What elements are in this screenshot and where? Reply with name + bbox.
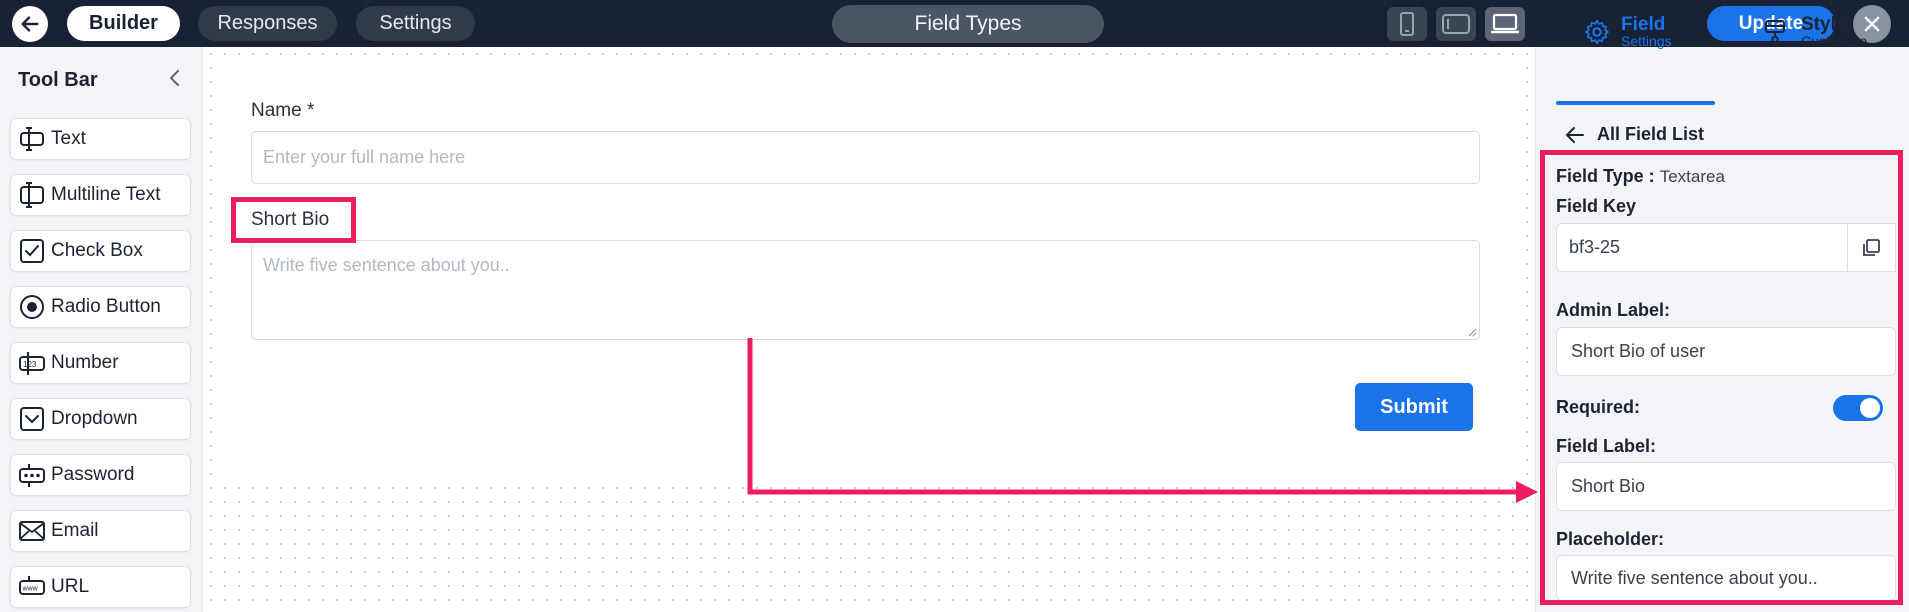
- tab-field-settings[interactable]: Field Settings: [1583, 10, 1672, 54]
- radio-button-icon: [15, 287, 49, 327]
- all-field-list-label: All Field List: [1597, 124, 1705, 144]
- close-icon: [1864, 16, 1880, 32]
- paint-brush-icon: [1765, 20, 1785, 45]
- email-icon: [15, 511, 49, 551]
- tool-item-label: Text: [51, 128, 86, 149]
- device-phone-button[interactable]: [1387, 7, 1427, 41]
- tool-item-label: Dropdown: [51, 408, 138, 429]
- tool-item-label: Radio Button: [51, 296, 161, 317]
- tab-settings[interactable]: Settings: [356, 6, 475, 41]
- all-field-list-link[interactable]: All Field List: [1565, 124, 1704, 145]
- tool-item-url[interactable]: www URL: [10, 566, 191, 608]
- field-type-value: Textarea: [1659, 167, 1725, 186]
- device-desktop-button[interactable]: [1485, 7, 1525, 41]
- arrow-left-icon: [1566, 126, 1584, 143]
- tool-item-radio-button[interactable]: Radio Button: [10, 286, 191, 328]
- checkbox-icon: [15, 231, 49, 271]
- submit-button[interactable]: Submit: [1355, 383, 1473, 431]
- tool-item-multiline-text[interactable]: Multiline Text: [10, 174, 191, 216]
- tool-item-check-box[interactable]: Check Box: [10, 230, 191, 272]
- tool-item-label: Multiline Text: [51, 184, 161, 205]
- admin-label-input[interactable]: Short Bio of user: [1556, 327, 1896, 376]
- password-icon: [15, 455, 49, 495]
- tool-item-label: Check Box: [51, 240, 143, 261]
- field-label-input[interactable]: Short Bio: [1556, 462, 1896, 511]
- field-key-input[interactable]: bf3-25: [1556, 223, 1896, 272]
- tool-item-label: Password: [51, 464, 135, 485]
- field-type-label: Field Type :: [1556, 166, 1655, 186]
- field-label-label: Field Label:: [1556, 436, 1657, 456]
- copy-icon: [1862, 238, 1880, 256]
- url-icon: www: [15, 567, 49, 607]
- tool-item-dropdown[interactable]: Dropdown: [10, 398, 191, 440]
- tool-item-email[interactable]: Email: [10, 510, 191, 552]
- copy-field-key-button[interactable]: [1847, 224, 1893, 271]
- required-toggle[interactable]: [1833, 395, 1883, 421]
- svg-text:123: 123: [23, 360, 37, 369]
- desktop-icon: [1491, 13, 1519, 34]
- gear-icon: [1584, 19, 1609, 45]
- tool-item-text[interactable]: Text: [10, 118, 191, 160]
- phone-icon: [1400, 12, 1414, 36]
- device-tablet-button[interactable]: [1436, 7, 1476, 41]
- short-bio-field-label[interactable]: Short Bio: [251, 209, 330, 230]
- svg-text:www: www: [22, 586, 39, 593]
- tool-item-password[interactable]: Password: [10, 454, 191, 496]
- short-bio-textarea[interactable]: Write five sentence about you..: [251, 240, 1480, 340]
- text-field-icon: [15, 119, 49, 159]
- name-field-label[interactable]: Name *: [251, 100, 315, 121]
- tool-item-label: Number: [51, 352, 119, 373]
- tool-item-label: URL: [51, 576, 90, 597]
- tab-style-title: Style: [1801, 14, 1847, 35]
- resize-grip-icon[interactable]: [1467, 327, 1477, 337]
- required-label: Required:: [1556, 397, 1641, 417]
- tool-item-label: Email: [51, 520, 99, 541]
- tool-item-number[interactable]: 123 Number: [10, 342, 191, 384]
- tab-style-customize[interactable]: Style Customize: [1763, 10, 1867, 54]
- tab-builder[interactable]: Builder: [67, 6, 180, 41]
- field-types-title[interactable]: Field Types: [832, 5, 1104, 43]
- name-input[interactable]: Enter your full name here: [251, 131, 1480, 184]
- toolbar-panel: Tool Bar Text Multiline Text Check Box R…: [0, 47, 203, 612]
- tablet-icon: [1442, 14, 1470, 34]
- collapse-toolbar-button[interactable]: [168, 69, 182, 92]
- tab-field-title: Field: [1621, 14, 1666, 35]
- back-button[interactable]: [12, 6, 48, 42]
- admin-label-label: Admin Label:: [1556, 300, 1671, 320]
- arrow-left-icon: [21, 16, 39, 32]
- highlight-settings-panel: [1540, 150, 1903, 605]
- active-tab-indicator: [1556, 101, 1715, 105]
- close-button[interactable]: [1853, 5, 1891, 43]
- tab-field-subtitle: Settings: [1621, 33, 1672, 49]
- chevron-left-icon: [170, 70, 179, 86]
- highlight-short-bio-label: [231, 197, 356, 243]
- number-icon: 123: [15, 343, 49, 383]
- placeholder-input[interactable]: Write five sentence about you..: [1556, 555, 1896, 601]
- field-type-row: Field Type : Textarea: [1556, 166, 1725, 187]
- short-bio-placeholder: Write five sentence about you..: [263, 255, 510, 275]
- field-key-label: Field Key: [1556, 196, 1637, 216]
- placeholder-label: Placeholder:: [1556, 529, 1665, 549]
- multiline-text-icon: [15, 175, 49, 215]
- tab-style-subtitle: Customize: [1801, 33, 1868, 49]
- toolbar-title: Tool Bar: [18, 69, 98, 91]
- update-button[interactable]: Update: [1707, 6, 1835, 41]
- tab-responses[interactable]: Responses: [198, 6, 337, 41]
- dropdown-icon: [15, 399, 49, 439]
